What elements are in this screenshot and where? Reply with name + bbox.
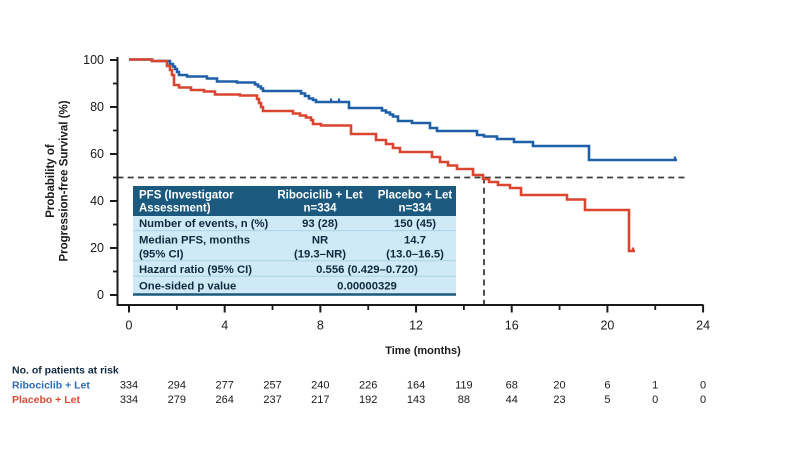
- svg-text:40: 40: [90, 194, 104, 208]
- svg-text:277: 277: [216, 379, 234, 391]
- svg-text:(13.0–16.5): (13.0–16.5): [386, 249, 444, 261]
- svg-text:14.7: 14.7: [404, 235, 426, 247]
- svg-text:Placebo + Let: Placebo + Let: [12, 394, 80, 406]
- svg-text:192: 192: [359, 394, 377, 406]
- svg-text:0.00000329: 0.00000329: [337, 281, 397, 293]
- svg-text:Assessment): Assessment): [139, 203, 211, 215]
- svg-text:264: 264: [216, 394, 234, 406]
- svg-text:93 (28): 93 (28): [302, 218, 338, 230]
- svg-text:Number of events, n (%): Number of events, n (%): [139, 218, 269, 230]
- svg-text:0.556 (0.429–0.720): 0.556 (0.429–0.720): [316, 264, 418, 276]
- svg-text:20: 20: [553, 379, 565, 391]
- svg-text:279: 279: [168, 394, 186, 406]
- svg-text:44: 44: [506, 394, 518, 406]
- svg-text:0: 0: [126, 319, 133, 333]
- svg-text:8: 8: [317, 319, 324, 333]
- svg-text:20: 20: [600, 319, 614, 333]
- svg-text:Ribociclib + Let: Ribociclib + Let: [277, 190, 362, 202]
- svg-text:(95% CI): (95% CI): [139, 249, 184, 261]
- svg-text:Probability of: Probability of: [45, 144, 57, 218]
- svg-text:240: 240: [311, 379, 329, 391]
- svg-text:20: 20: [90, 241, 104, 255]
- svg-text:226: 226: [359, 379, 377, 391]
- svg-text:237: 237: [263, 394, 281, 406]
- svg-text:Progression-free Survival (%): Progression-free Survival (%): [59, 100, 71, 261]
- svg-text:Ribociclib + Let: Ribociclib + Let: [12, 379, 90, 391]
- svg-text:16: 16: [505, 319, 519, 333]
- svg-text:5: 5: [604, 394, 610, 406]
- svg-text:0: 0: [700, 379, 706, 391]
- svg-text:n=334: n=334: [304, 203, 338, 215]
- svg-text:119: 119: [455, 379, 473, 391]
- svg-text:68: 68: [506, 379, 518, 391]
- svg-text:12: 12: [409, 319, 423, 333]
- svg-text:88: 88: [458, 394, 470, 406]
- svg-text:143: 143: [407, 394, 425, 406]
- svg-text:4: 4: [221, 319, 228, 333]
- svg-text:Placebo + Let: Placebo + Let: [378, 190, 453, 202]
- svg-text:0: 0: [97, 288, 104, 302]
- svg-text:Hazard ratio (95% CI): Hazard ratio (95% CI): [139, 264, 252, 276]
- svg-text:No. of patients at risk: No. of patients at risk: [12, 365, 119, 377]
- svg-text:334: 334: [120, 379, 138, 391]
- svg-text:6: 6: [604, 379, 610, 391]
- svg-text:One-sided p value: One-sided p value: [139, 281, 236, 293]
- svg-text:0: 0: [652, 394, 658, 406]
- svg-text:100: 100: [83, 53, 104, 67]
- svg-text:1: 1: [652, 379, 658, 391]
- svg-text:NR: NR: [312, 235, 328, 247]
- svg-text:60: 60: [90, 147, 104, 161]
- svg-text:334: 334: [120, 394, 138, 406]
- svg-text:150 (45): 150 (45): [394, 218, 436, 230]
- svg-text:80: 80: [90, 100, 104, 114]
- svg-text:Time (months): Time (months): [385, 345, 461, 357]
- svg-text:n=334: n=334: [399, 203, 433, 215]
- svg-text:PFS (Investigator: PFS (Investigator: [139, 190, 234, 202]
- svg-text:24: 24: [696, 319, 710, 333]
- svg-text:164: 164: [407, 379, 425, 391]
- svg-text:Median PFS, months: Median PFS, months: [139, 235, 250, 247]
- svg-text:217: 217: [311, 394, 329, 406]
- svg-text:0: 0: [700, 394, 706, 406]
- svg-text:294: 294: [168, 379, 186, 391]
- svg-text:(19.3–NR): (19.3–NR): [294, 249, 346, 261]
- svg-text:257: 257: [263, 379, 281, 391]
- svg-text:23: 23: [553, 394, 565, 406]
